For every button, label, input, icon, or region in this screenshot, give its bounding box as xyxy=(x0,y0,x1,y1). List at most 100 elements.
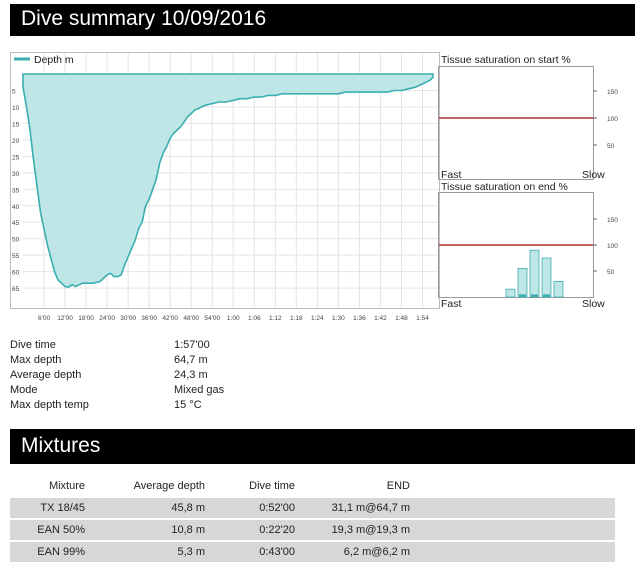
summary-row-average-depth: Average depth 24,3 m xyxy=(10,368,340,383)
cell-end: 6,2 m@6,2 m xyxy=(305,541,420,564)
depth-y-tick-label: 55 xyxy=(12,253,20,260)
summary-row-max-depth-temp: Max depth temp 15 °C xyxy=(10,398,340,413)
tissue-start-tick-label: 50 xyxy=(607,143,615,150)
depth-y-tick-label: 30 xyxy=(12,171,20,178)
cell-dive-time: 0:52'00 xyxy=(215,498,305,520)
depth-x-tick-label: 1:48 xyxy=(395,315,408,322)
depth-y-tick-label: 10 xyxy=(12,105,20,112)
dive-summary-list: Dive time 1:57'00 Max depth 64,7 m Avera… xyxy=(10,338,340,413)
tissue-end-bar xyxy=(517,268,528,298)
table-row: TX 18/45 45,8 m 0:52'00 31,1 m@64,7 m xyxy=(10,498,615,520)
summary-value: 24,3 m xyxy=(174,369,208,381)
depth-x-tick-label: 12'00 xyxy=(57,315,73,322)
summary-row-mode: Mode Mixed gas xyxy=(10,383,340,398)
depth-x-tick-label: 48'00 xyxy=(183,315,199,322)
depth-x-tick-label: 1:54 xyxy=(416,315,429,322)
tissue-end-tick-label: 100 xyxy=(607,243,618,250)
tissue-end-tick-label: 50 xyxy=(607,269,615,276)
cell-mixture: EAN 99% xyxy=(10,541,95,564)
tissue-start-tick-label: 100 xyxy=(607,116,618,123)
cell-average-depth: 45,8 m xyxy=(95,498,215,520)
column-header-dive-time: Dive time xyxy=(249,480,295,492)
tissue-end-bar xyxy=(541,257,552,298)
depth-x-tick-label: 24'00 xyxy=(99,315,115,322)
summary-value: 1:57'00 xyxy=(174,339,210,351)
depth-x-tick-label: 1:12 xyxy=(269,315,282,322)
depth-y-tick-label: 40 xyxy=(12,204,20,211)
tissue-end-bar xyxy=(553,281,564,298)
tissue-start-slow-label: Slow xyxy=(582,169,605,181)
column-header-end: END xyxy=(386,480,410,492)
depth-x-tick-label: 42'00 xyxy=(162,315,178,322)
depth-chart: 5 10 15 20 25 30 35 40 45 50 55 60 65 6'00 12'00 18'00… xyxy=(10,52,440,322)
depth-legend-label: Depth m xyxy=(34,54,74,66)
tissue-end-chart: Tissue saturation on end % 150 100 50 Fast… xyxy=(438,181,618,310)
summary-label: Max depth xyxy=(10,354,62,366)
cell-mixture: EAN 50% xyxy=(10,519,95,542)
summary-label: Max depth temp xyxy=(10,399,89,411)
depth-x-tick-label: 1:24 xyxy=(311,315,324,322)
depth-y-tick-label: 50 xyxy=(12,237,20,244)
tissue-start-chart: Tissue saturation on start % 150 100 50 Fa… xyxy=(438,54,618,181)
depth-y-tick-label: 60 xyxy=(12,270,20,277)
tissue-start-fast-label: Fast xyxy=(441,169,462,181)
tissue-end-tick-label: 150 xyxy=(607,217,618,224)
tissue-end-bar-secondary xyxy=(531,294,538,297)
cell-end: 19,3 m@19,3 m xyxy=(305,519,420,542)
depth-x-tick-label: 54'00 xyxy=(204,315,220,322)
title-bar: Dive summary 10/09/2016 xyxy=(10,4,635,36)
depth-x-tick-label: 1:06 xyxy=(248,315,261,322)
depth-y-tick-label: 35 xyxy=(12,187,20,194)
tissue-end-slow-label: Slow xyxy=(582,298,605,310)
table-row: EAN 99% 5,3 m 0:43'00 6,2 m@6,2 m xyxy=(10,541,615,564)
cell-dive-time: 0:43'00 xyxy=(215,541,305,564)
depth-y-tick-label: 5 xyxy=(12,88,16,95)
tissue-end-bar-secondary xyxy=(519,294,526,297)
depth-x-tick-label: 1:00 xyxy=(227,315,240,322)
summary-value: 15 °C xyxy=(174,399,202,411)
mixtures-table: Mixture Average depth Dive time END TX 1… xyxy=(10,474,615,564)
tissue-start-tick-label: 150 xyxy=(607,89,618,96)
tissue-end-bar-secondary xyxy=(543,294,550,297)
mixtures-title: Mixtures xyxy=(21,434,101,457)
depth-y-tick-label: 25 xyxy=(12,154,20,161)
depth-chart-border xyxy=(10,52,440,309)
depth-y-tick-label: 15 xyxy=(12,121,20,128)
cell-mixture: TX 18/45 xyxy=(10,498,95,520)
summary-value: Mixed gas xyxy=(174,384,225,396)
depth-area xyxy=(22,73,434,288)
cell-average-depth: 5,3 m xyxy=(95,541,215,564)
summary-row-max-depth: Max depth 64,7 m xyxy=(10,353,340,368)
cell-end: 31,1 m@64,7 m xyxy=(305,498,420,520)
mixtures-bar: Mixtures xyxy=(10,429,635,464)
depth-x-tick-label: 36'00 xyxy=(141,315,157,322)
column-header-average-depth: Average depth xyxy=(133,480,205,492)
tissue-start-title: Tissue saturation on start % xyxy=(441,54,571,66)
summary-label: Dive time xyxy=(10,339,56,351)
depth-x-tick-label: 1:30 xyxy=(332,315,345,322)
depth-y-tick-label: 45 xyxy=(12,220,20,227)
depth-x-tick-label: 18'00 xyxy=(78,315,94,322)
summary-label: Mode xyxy=(10,384,38,396)
depth-x-tick-label: 1:36 xyxy=(353,315,366,322)
tissue-end-bar xyxy=(505,288,516,298)
summary-value: 64,7 m xyxy=(174,354,208,366)
page-title: Dive summary 10/09/2016 xyxy=(21,7,267,30)
depth-x-tick-label: 30'00 xyxy=(120,315,136,322)
column-header-mixture: Mixture xyxy=(48,480,85,492)
depth-y-tick-label: 20 xyxy=(12,138,20,145)
cell-average-depth: 10,8 m xyxy=(95,519,215,542)
summary-row-dive-time: Dive time 1:57'00 xyxy=(10,338,340,353)
summary-label: Average depth xyxy=(10,369,82,381)
tissue-end-bar xyxy=(529,249,540,298)
tissue-start-frame xyxy=(438,66,594,180)
depth-y-tick-label: 65 xyxy=(12,286,20,293)
depth-x-tick-label: 6'00 xyxy=(38,315,50,322)
depth-x-tick-label: 1:42 xyxy=(374,315,387,322)
depth-x-tick-label: 1:18 xyxy=(290,315,303,322)
mixtures-header-row: Mixture Average depth Dive time END xyxy=(10,474,615,498)
tissue-end-title: Tissue saturation on end % xyxy=(441,181,568,193)
table-row: EAN 50% 10,8 m 0:22'20 19,3 m@19,3 m xyxy=(10,519,615,542)
cell-dive-time: 0:22'20 xyxy=(215,519,305,542)
tissue-end-fast-label: Fast xyxy=(441,298,462,310)
